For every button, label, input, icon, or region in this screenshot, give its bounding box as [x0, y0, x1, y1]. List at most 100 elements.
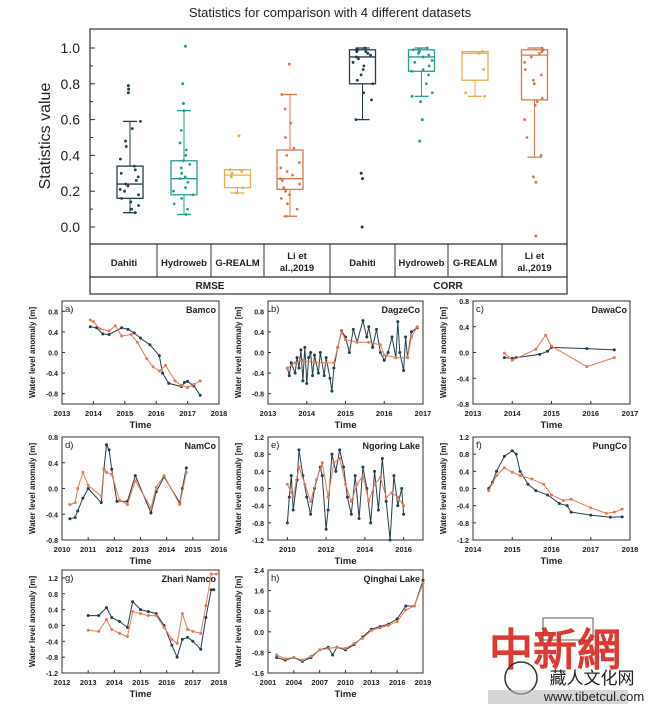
x-tick-label: 2016: [148, 409, 165, 418]
data-point: [295, 207, 299, 211]
data-point: [182, 109, 186, 113]
x-tick-label: 2017: [184, 678, 201, 687]
data-point: [533, 103, 537, 107]
y-tick-label: -0.4: [252, 371, 264, 378]
data-point: [424, 82, 428, 86]
data-point: [179, 166, 183, 170]
data-point: [535, 100, 539, 104]
panel-ngoring-lake: 2010 2012 2014 2016 -1.2 -0.8 -0.4 0.0 0.4 0.8 1.2…: [234, 435, 424, 567]
box-5: [407, 46, 436, 143]
series-point: [104, 618, 108, 622]
y-tick-label: 0.8: [254, 609, 264, 616]
series-point: [380, 456, 384, 460]
series-point: [352, 641, 356, 645]
watermark-logo: 中新網: [489, 626, 621, 675]
y-tick-label: 0.4: [48, 461, 58, 468]
x-tick-label: 2015: [543, 409, 560, 418]
series-point: [402, 504, 406, 508]
series-point: [91, 320, 95, 324]
y-tick-label: -0.8: [457, 521, 469, 528]
y-tick-label: 0.8: [459, 299, 469, 306]
series-point: [487, 489, 491, 493]
outlier-point: [534, 234, 538, 238]
y-tick-label: 0.6: [61, 112, 81, 128]
x-axis-label: Time: [129, 689, 151, 700]
category-label: Dahiti: [111, 258, 137, 269]
series-line: [90, 326, 201, 396]
x-axis-label: Time: [334, 689, 356, 700]
series-point: [510, 470, 514, 474]
series-point: [88, 318, 92, 322]
series-point: [115, 499, 119, 503]
y-axis-label: Water level anomaly [m]: [28, 576, 37, 668]
series-point: [557, 502, 561, 506]
x-tick-label: 2013: [465, 409, 482, 418]
data-point: [228, 168, 232, 172]
series-point: [157, 354, 161, 358]
outlier-point: [183, 44, 187, 48]
series-point: [73, 515, 77, 519]
legend-box-partial: [542, 617, 594, 641]
category-label: Li et: [287, 251, 307, 262]
series-0: [487, 449, 624, 519]
watermark-site-name: 藏人文化网: [550, 669, 635, 688]
y-tick-label: -0.8: [252, 650, 264, 657]
data-point: [355, 78, 359, 82]
series-line: [504, 334, 615, 368]
data-point: [427, 73, 430, 77]
x-axis-label: Time: [334, 420, 356, 431]
data-point: [539, 154, 543, 157]
series-point: [162, 625, 166, 629]
data-point: [139, 119, 142, 123]
series-point: [154, 485, 158, 489]
series-point: [125, 503, 129, 507]
data-point: [371, 82, 375, 86]
series-point: [361, 474, 365, 478]
panel-dawaco: 2013 2014 2015 2016 2017 -0.8 -0.4 0.0 0.4 0.8 Tim…: [439, 299, 638, 431]
y-tick-label: 0.0: [61, 219, 81, 235]
plot-frame: [472, 436, 631, 541]
data-point: [235, 191, 239, 195]
y-tick-label: 0.0: [254, 487, 264, 494]
plot-frame: [89, 28, 568, 295]
y-axis-label: Water level anomaly [m]: [28, 443, 37, 535]
lake-name: DawaCo: [591, 305, 627, 315]
series-point: [585, 365, 589, 369]
series-point: [204, 604, 208, 608]
y-tick-label: 0.4: [459, 325, 469, 332]
series-point: [297, 366, 301, 370]
series-point: [495, 474, 499, 478]
plot-frame: [61, 569, 220, 674]
y-tick-label: 0.8: [254, 452, 264, 459]
series-point: [309, 654, 313, 658]
series-point: [99, 501, 103, 505]
series-point: [355, 340, 359, 344]
series-point: [311, 374, 315, 378]
series-point: [608, 515, 612, 519]
series-point: [338, 456, 342, 460]
series-line: [488, 450, 623, 518]
x-tick-label: 2017: [415, 409, 432, 418]
y-tick-label: 0.0: [48, 623, 58, 630]
series-point: [612, 510, 616, 514]
series-point: [309, 351, 313, 354]
lake-name: NamCo: [184, 441, 216, 451]
series-point: [318, 648, 322, 652]
x-tick-label: 2001: [260, 678, 277, 687]
y-tick-label: 0.0: [48, 351, 58, 358]
series-point: [612, 356, 616, 360]
series-point: [612, 348, 616, 352]
data-point: [356, 48, 360, 52]
series-point: [326, 495, 330, 499]
y-tick-label: 0.4: [254, 330, 264, 337]
group-label: RMSE: [196, 281, 225, 292]
x-tick-label: 2016: [376, 409, 393, 418]
data-point: [292, 146, 296, 150]
y-axis-label: Water level anomaly [m]: [234, 443, 243, 535]
series-point: [502, 466, 506, 470]
data-point: [279, 196, 283, 200]
series-point: [387, 623, 391, 627]
data-point: [529, 55, 533, 59]
series-point: [204, 616, 208, 620]
x-tick-label: 2017: [179, 409, 196, 418]
